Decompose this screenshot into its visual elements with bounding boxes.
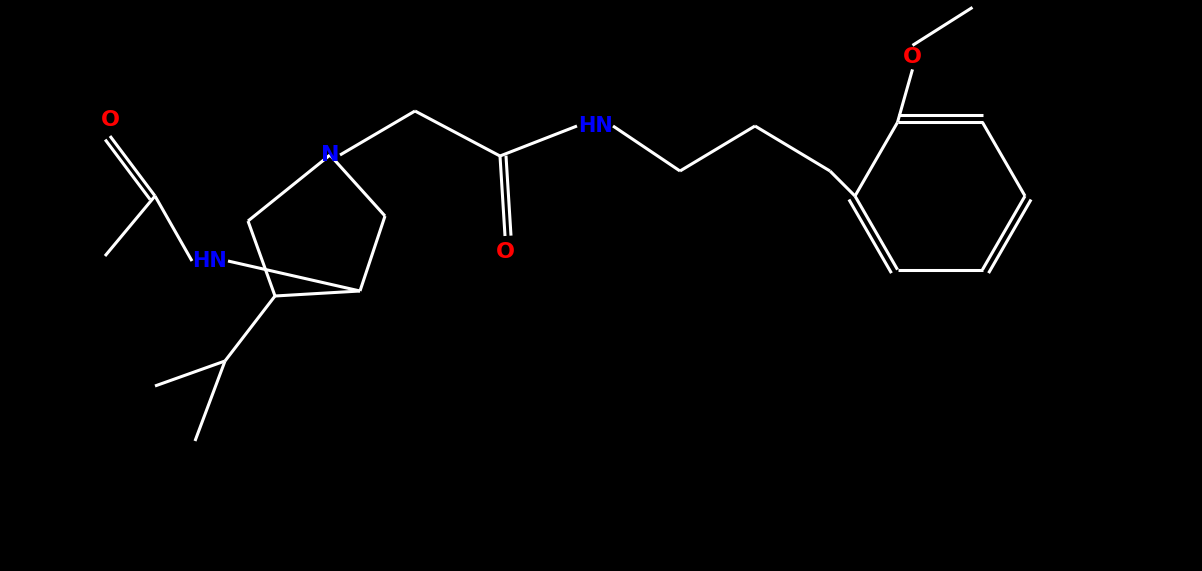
Text: O: O [903,47,922,67]
Text: HN: HN [578,116,612,136]
Text: HN: HN [192,251,227,271]
Text: N: N [321,145,339,165]
Text: O: O [495,242,514,262]
Text: O: O [101,110,119,130]
